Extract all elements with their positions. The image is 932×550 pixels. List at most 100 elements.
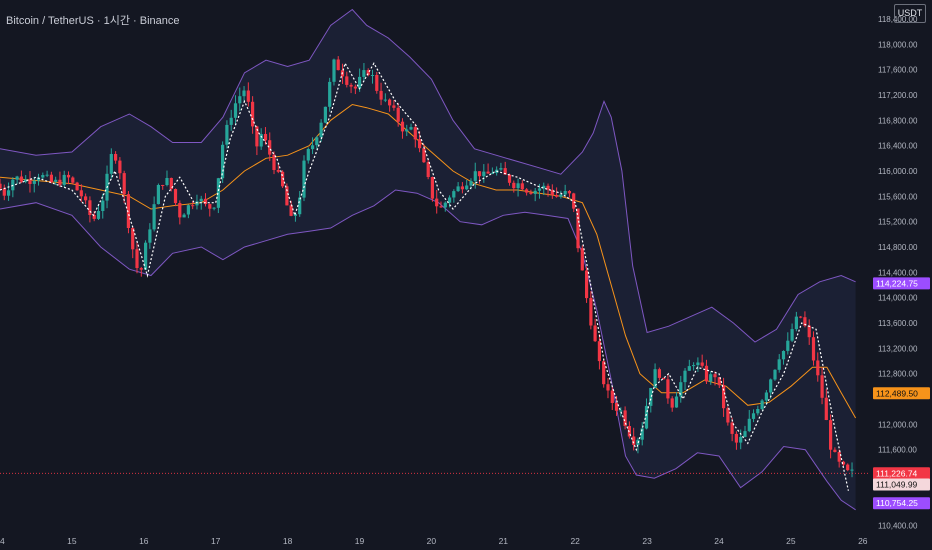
candle-body — [319, 122, 323, 138]
candle-body — [734, 433, 738, 443]
candle-body — [242, 90, 246, 97]
candle-body — [152, 204, 156, 230]
candle-body — [760, 400, 764, 409]
lower-band-line — [0, 189, 856, 511]
candle-body — [7, 190, 11, 196]
y-tick-label: 112,800.00 — [878, 370, 918, 379]
candle-body — [225, 124, 229, 145]
candle-body — [379, 90, 383, 100]
candle-body — [62, 174, 66, 185]
time-axis[interactable]: 14 15 16 17 18 19 20 21 22 23 24 25 26 — [0, 536, 868, 546]
candle-body — [632, 436, 636, 445]
price-axis[interactable]: 110,400.00 111,600.00 112,000.00 112,800.00… — [878, 15, 918, 531]
candle-body — [0, 183, 2, 189]
candle-body — [281, 171, 285, 187]
candle-body — [36, 177, 41, 181]
candle-body — [144, 242, 148, 270]
candle-body — [486, 171, 490, 174]
candle-body — [28, 179, 32, 184]
y-tick-label: 111,600.00 — [878, 446, 917, 455]
candle-body — [79, 190, 83, 197]
candle-body — [118, 160, 122, 174]
candle-body — [473, 171, 477, 181]
candle-body — [726, 408, 730, 423]
candle-body — [135, 249, 139, 268]
candle-body — [161, 185, 165, 186]
candle-body — [670, 398, 674, 408]
candle-body — [786, 340, 790, 351]
candle-body — [306, 149, 310, 161]
candle-body — [717, 377, 721, 386]
candle-body — [430, 177, 434, 199]
candle-body — [122, 173, 126, 195]
y-tick-label: 116,400.00 — [878, 142, 918, 151]
price-tag-label: 114,224.75 — [876, 278, 918, 288]
candle-body — [383, 99, 387, 101]
candle-body — [614, 403, 619, 411]
candle-body — [507, 174, 512, 183]
x-tick-label: 16 — [139, 536, 149, 546]
chart-title: Bitcoin / TetherUS · 1시간 · Binance — [6, 15, 180, 27]
price-tag — [873, 277, 930, 290]
candle-body — [837, 452, 841, 462]
candle-body — [525, 189, 529, 193]
candle-body — [653, 369, 657, 388]
candle-body — [75, 182, 79, 191]
candle-body — [358, 76, 362, 89]
price-tag-label: 112,489.50 — [876, 388, 918, 398]
candle-body — [259, 134, 263, 147]
candle-body — [32, 180, 36, 184]
candle-body — [512, 182, 516, 189]
candle-body — [580, 248, 584, 271]
candle-body — [15, 176, 19, 180]
candle-body — [644, 405, 649, 429]
candle-body — [109, 154, 113, 174]
candle-body — [555, 195, 559, 197]
candle-body — [302, 160, 306, 198]
candle-body — [666, 379, 670, 399]
y-tick-label: 110,400.00 — [878, 522, 918, 531]
candle-body — [490, 172, 494, 174]
x-tick-label: 20 — [427, 536, 437, 546]
candle-body — [807, 325, 811, 338]
currency-unit-button[interactable]: USDT — [894, 4, 926, 23]
price-tags: 114,224.75112,489.50111,226.7404:37111,0… — [873, 277, 930, 510]
candle-body — [687, 366, 691, 371]
candle-body — [392, 105, 396, 108]
candle-body — [84, 196, 88, 201]
candle-body — [516, 183, 520, 189]
y-tick-label: 115,600.00 — [878, 192, 918, 201]
candle-body — [323, 106, 327, 123]
candle-body — [276, 170, 280, 172]
candle-body — [597, 341, 601, 362]
candle-body — [251, 101, 255, 127]
candle-body — [529, 192, 533, 194]
candle-body — [542, 185, 546, 189]
candle-body — [606, 384, 610, 391]
candle-body — [311, 145, 315, 150]
candle-body — [131, 228, 135, 250]
candle-body — [426, 162, 430, 177]
candle-body — [362, 70, 366, 77]
candle-body — [336, 59, 340, 71]
candle-body — [66, 174, 71, 178]
candle-body — [739, 436, 743, 443]
y-tick-label: 118,400.00 — [878, 15, 918, 24]
y-tick-label: 114,400.00 — [878, 268, 918, 277]
candle-body — [370, 75, 375, 76]
candle-body — [178, 203, 182, 218]
candle-body — [349, 84, 353, 87]
y-tick-label: 115,200.00 — [878, 218, 918, 227]
candle-body — [2, 188, 6, 196]
candle-body — [503, 168, 507, 175]
candle-body — [593, 325, 597, 342]
candle-body — [567, 191, 571, 194]
candle-body — [816, 360, 820, 376]
candle-body — [704, 365, 709, 382]
candle-body — [713, 374, 717, 378]
y-tick-label: 116,800.00 — [878, 116, 918, 125]
candle-body — [139, 268, 143, 270]
candle-body — [751, 413, 756, 419]
x-tick-label: 18 — [283, 536, 293, 546]
